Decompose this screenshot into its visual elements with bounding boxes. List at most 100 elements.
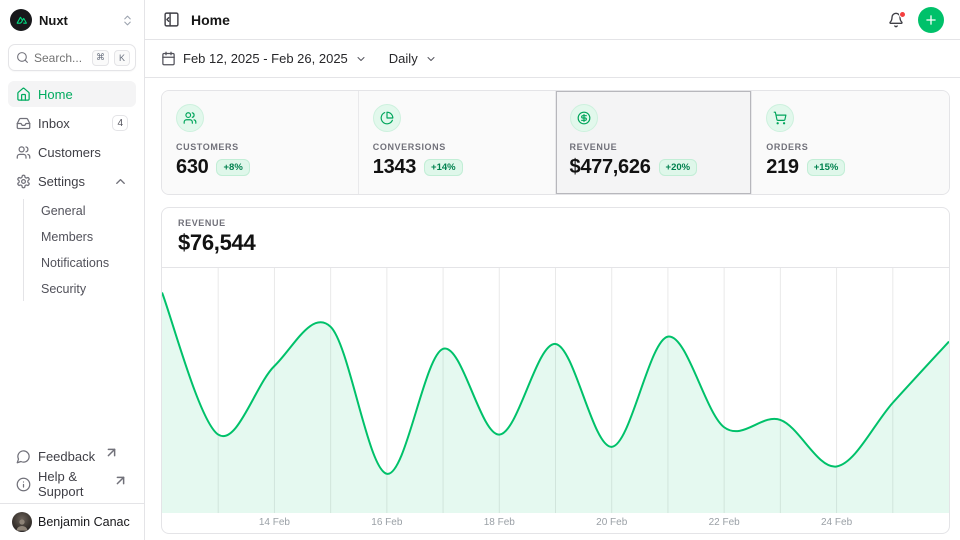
add-button[interactable] bbox=[918, 6, 944, 33]
sidebar-subitem-members[interactable]: Members bbox=[41, 230, 94, 244]
message-circle-icon bbox=[16, 449, 30, 463]
stat-delta-badge: +14% bbox=[424, 159, 463, 176]
workspace-name: Nuxt bbox=[39, 12, 68, 28]
date-range-picker[interactable]: Feb 12, 2025 - Feb 26, 2025 bbox=[161, 51, 367, 66]
info-icon bbox=[16, 477, 31, 491]
stat-delta-badge: +20% bbox=[658, 159, 698, 176]
sidebar-subitem-general[interactable]: General bbox=[41, 204, 86, 218]
stat-delta-badge: +15% bbox=[806, 159, 846, 176]
stats-row: CUSTOMERS 630 +8% CONVERSIONS 1343 +14% bbox=[161, 90, 950, 195]
chart-svg bbox=[162, 268, 949, 513]
x-tick-label: 22 Feb bbox=[708, 517, 740, 528]
search-icon bbox=[17, 52, 28, 63]
sidebar-footer: Feedback Help & Support bbox=[0, 443, 144, 503]
calendar-icon bbox=[162, 51, 175, 66]
sidebar-item-help-support[interactable]: Help & Support bbox=[8, 469, 136, 499]
notifications-button[interactable] bbox=[886, 10, 906, 30]
stat-value: 219 bbox=[766, 156, 799, 178]
chart-metric-label: REVENUE bbox=[178, 218, 226, 228]
plus-icon bbox=[926, 14, 936, 25]
sidebar-item-feedback[interactable]: Feedback bbox=[8, 443, 136, 469]
collapse-sidebar-button[interactable] bbox=[161, 9, 182, 30]
sidebar-item-inbox[interactable]: Inbox 4 bbox=[8, 110, 136, 136]
cart-icon bbox=[773, 111, 787, 125]
circle-dollar-icon bbox=[577, 111, 590, 125]
x-tick-label: 20 Feb bbox=[596, 517, 628, 528]
chart-line bbox=[162, 292, 949, 475]
stat-label: CONVERSIONS bbox=[372, 142, 446, 152]
sidebar-subitem-security[interactable]: Security bbox=[41, 282, 87, 296]
user-name: Benjamin Canac bbox=[38, 515, 130, 529]
stat-label: ORDERS bbox=[766, 142, 809, 152]
chart-x-axis: 14 Feb 16 Feb 18 Feb 20 Feb 22 Feb 24 Feb bbox=[162, 513, 949, 533]
stat-card-conversions[interactable]: CONVERSIONS 1343 +14% bbox=[358, 91, 556, 194]
sidebar-item-label: Settings bbox=[38, 173, 85, 189]
settings-subnav: General Members Notifications Security bbox=[23, 199, 136, 301]
stat-label: REVENUE bbox=[569, 142, 618, 152]
nuxt-logo-icon bbox=[10, 9, 32, 31]
sidebar-item-label: Feedback bbox=[38, 448, 96, 464]
chevron-down-icon bbox=[427, 56, 435, 61]
sidebar-item-settings[interactable]: Settings bbox=[8, 168, 136, 194]
stat-label: CUSTOMERS bbox=[176, 142, 239, 152]
sidebar-item-home[interactable]: Home bbox=[8, 81, 136, 107]
sidebar-item-label: Home bbox=[38, 86, 73, 102]
revenue-area-chart[interactable]: 14 Feb 16 Feb 18 Feb 20 Feb 22 Feb 24 Feb bbox=[162, 268, 949, 533]
kbd-meta: ⌘ bbox=[92, 49, 109, 66]
sidebar-item-label: Help & Support bbox=[38, 469, 84, 499]
page-title: Home bbox=[191, 11, 230, 28]
sidebar-item-label: Inbox bbox=[38, 115, 70, 131]
inbox-count-badge: 4 bbox=[112, 115, 128, 131]
inbox-icon bbox=[16, 117, 31, 129]
sidebar-subitem-notifications[interactable]: Notifications bbox=[41, 256, 110, 270]
avatar bbox=[12, 512, 32, 532]
chart-pie-icon bbox=[380, 111, 394, 125]
header-actions bbox=[886, 6, 944, 33]
stat-value: $477,626 bbox=[569, 156, 651, 178]
x-tick-label: 14 Feb bbox=[258, 517, 290, 528]
sidebar-item-label: Customers bbox=[38, 144, 101, 160]
x-tick-label: 16 Feb bbox=[371, 517, 403, 528]
chart-metric-value: $76,544 bbox=[178, 230, 256, 255]
sidebar-spacer bbox=[0, 302, 144, 443]
chart-header: REVENUE $76,544 bbox=[162, 208, 949, 268]
revenue-chart-card: REVENUE $76,544 14 Feb 16 Feb 18 Feb 20 Feb… bbox=[161, 207, 950, 534]
users-icon bbox=[183, 112, 197, 124]
sidebar-nav: Home Inbox 4 Customers Settings General … bbox=[0, 81, 144, 302]
search-placeholder: Search... bbox=[34, 50, 83, 65]
kbd-k: K bbox=[114, 49, 130, 66]
x-tick-label: 18 Feb bbox=[483, 517, 515, 528]
stat-delta-badge: +8% bbox=[216, 159, 250, 176]
sidebar-item-customers[interactable]: Customers bbox=[8, 139, 136, 165]
chevrons-up-down-icon bbox=[124, 15, 131, 25]
chart-area-fill bbox=[162, 292, 949, 513]
page-content: CUSTOMERS 630 +8% CONVERSIONS 1343 +14% bbox=[145, 78, 960, 540]
stat-card-customers[interactable]: CUSTOMERS 630 +8% bbox=[162, 91, 359, 194]
date-range-value: Feb 12, 2025 - Feb 26, 2025 bbox=[183, 51, 348, 66]
workspace-switcher[interactable]: Nuxt bbox=[0, 0, 144, 40]
main-area: Home Feb 12, 2025 - Feb 26, 2025 Daily bbox=[145, 0, 960, 540]
user-menu[interactable]: Benjamin Canac bbox=[8, 509, 136, 535]
sidebar-user-section: Benjamin Canac bbox=[0, 503, 144, 540]
chevron-up-icon bbox=[116, 178, 125, 184]
panel-left-close-icon bbox=[164, 12, 179, 27]
users-icon bbox=[16, 145, 31, 159]
stat-value: 630 bbox=[176, 156, 209, 178]
arrow-up-right-icon bbox=[107, 448, 116, 457]
search-input[interactable]: Search... ⌘ K bbox=[8, 44, 136, 71]
granularity-value: Daily bbox=[388, 51, 418, 66]
stat-card-revenue[interactable]: REVENUE $477,626 +20% bbox=[555, 91, 753, 194]
home-icon bbox=[17, 87, 30, 101]
chevron-down-icon bbox=[357, 56, 365, 61]
gear-icon bbox=[17, 174, 30, 188]
granularity-select[interactable]: Daily bbox=[389, 51, 437, 66]
stat-value: 1343 bbox=[372, 156, 417, 178]
stat-card-orders[interactable]: ORDERS 219 +15% bbox=[752, 91, 949, 194]
arrow-up-right-icon bbox=[116, 476, 125, 485]
page-header: Home bbox=[145, 0, 960, 40]
x-tick-label: 24 Feb bbox=[820, 517, 853, 528]
sidebar: Nuxt Search... ⌘ K Home Inbox 4 Customer… bbox=[0, 0, 145, 540]
notification-dot bbox=[899, 10, 906, 18]
filters-toolbar: Feb 12, 2025 - Feb 26, 2025 Daily bbox=[145, 40, 960, 78]
